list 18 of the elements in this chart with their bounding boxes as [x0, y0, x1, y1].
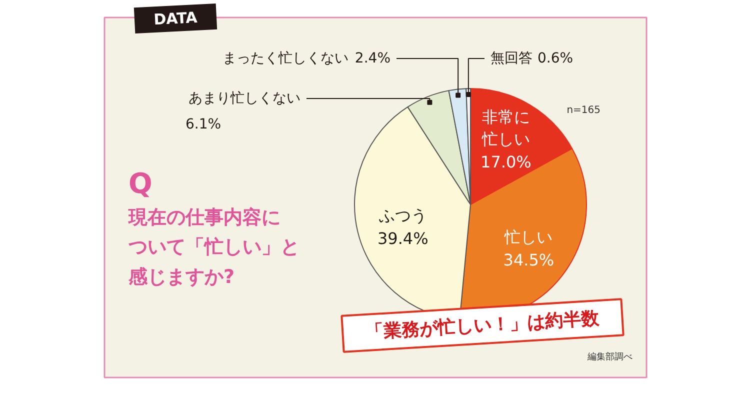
slice-label: 忙しい [504, 228, 553, 247]
data-label: 34.5% [503, 250, 554, 270]
slice-label: 無回答 [490, 50, 532, 66]
data-label: 17.0% [480, 152, 532, 172]
slice-label: 非常に忙しい [480, 108, 530, 149]
data-label: 2.4% [354, 50, 391, 66]
data-label: 6.1% [186, 116, 222, 132]
slice-label: あまり忙しくない [188, 90, 300, 106]
data-label: 39.4% [377, 228, 428, 248]
text: 編集部調べ [586, 352, 632, 362]
text: Q [128, 167, 152, 200]
text: DATA [153, 8, 198, 29]
data-label: 0.6% [538, 50, 574, 66]
text: n=165 [566, 105, 601, 116]
slice-label: ふつう [378, 206, 427, 225]
text: 「業務が忙しい！」は約半数 [365, 308, 601, 343]
text: 現在の仕事内容について「忙しい」と感じますか? [128, 206, 300, 288]
slice-label: まったく忙しくない [222, 50, 348, 66]
